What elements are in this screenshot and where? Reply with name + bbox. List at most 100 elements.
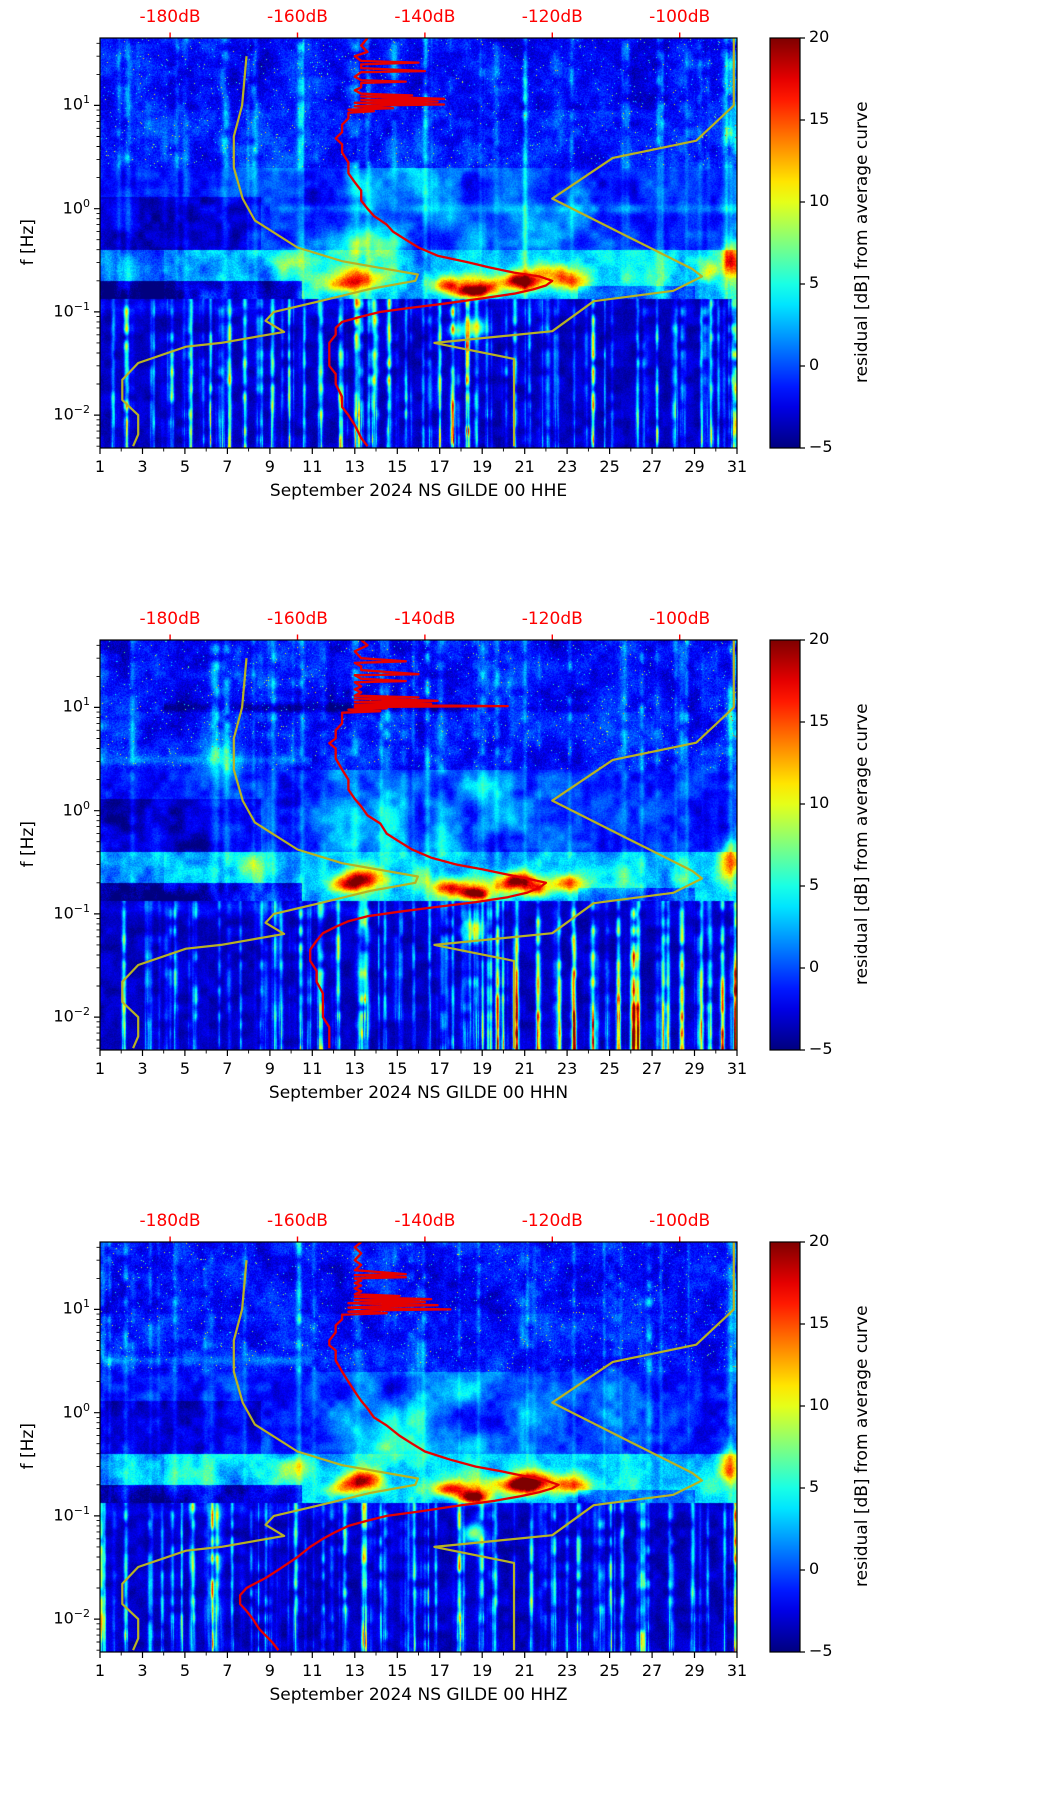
top-axis-tick-label: -160dB bbox=[266, 609, 328, 629]
x-tick-label: 25 bbox=[599, 1059, 620, 1078]
colorbar-tick-label: 5 bbox=[809, 1477, 820, 1496]
x-tick-label: 7 bbox=[222, 457, 233, 476]
y-tick-label: 101 bbox=[40, 695, 90, 717]
x-tick-label: 31 bbox=[726, 1661, 748, 1680]
top-axis-tick-label: -140dB bbox=[394, 609, 456, 629]
colorbar-tick-label: −5 bbox=[809, 437, 833, 456]
top-axis-tick-label: -140dB bbox=[394, 1211, 456, 1231]
x-tick-label: 17 bbox=[429, 1059, 450, 1078]
top-axis-tick-label: -180dB bbox=[139, 1211, 201, 1231]
y-tick-base: 10 bbox=[53, 903, 74, 923]
colorbar-tick-label: 20 bbox=[809, 27, 830, 46]
x-tick-label: 5 bbox=[179, 457, 191, 476]
x-tick-label: 9 bbox=[264, 1059, 275, 1078]
colorbar-label: residual [dB] from average curve bbox=[851, 101, 872, 383]
x-tick-label: 5 bbox=[179, 1661, 191, 1680]
colorbar-tick-label: 15 bbox=[809, 1313, 830, 1332]
y-tick-base: 10 bbox=[62, 1401, 83, 1421]
top-axis-tick-label: -100dB bbox=[649, 1211, 711, 1231]
y-tick-base: 10 bbox=[53, 1608, 74, 1628]
colorbar-tick-label: 20 bbox=[809, 629, 830, 648]
y-tick-base: 10 bbox=[62, 197, 83, 217]
y-tick-label: 10−2 bbox=[40, 1607, 90, 1629]
y-tick-exponent: −1 bbox=[73, 901, 90, 915]
top-axis-tick-label: -120dB bbox=[521, 1211, 583, 1231]
x-tick-label: 1 bbox=[94, 1661, 106, 1680]
colorbar-tick-label: 10 bbox=[809, 793, 830, 812]
y-axis-label: f [Hz] bbox=[17, 1423, 38, 1470]
y-tick-label: 10−2 bbox=[40, 403, 90, 425]
colorbar-tick-label: 20 bbox=[809, 1231, 830, 1250]
colorbar-tick-label: 10 bbox=[809, 191, 830, 210]
top-axis-tick-label: -160dB bbox=[266, 1211, 328, 1231]
top-axis-tick-label: -100dB bbox=[649, 609, 711, 629]
x-tick-label: 11 bbox=[302, 1059, 323, 1078]
x-axis-label: September 2024 NS GILDE 00 HHZ bbox=[269, 1685, 568, 1705]
colorbar-tick-label: 5 bbox=[809, 273, 820, 292]
x-axis-label: September 2024 NS GILDE 00 HHN bbox=[268, 1083, 569, 1103]
y-tick-base: 10 bbox=[53, 301, 74, 321]
x-tick-label: 15 bbox=[387, 457, 408, 476]
y-tick-label: 101 bbox=[40, 1297, 90, 1319]
y-tick-label: 100 bbox=[40, 197, 90, 219]
y-tick-exponent: 0 bbox=[83, 1400, 90, 1414]
x-tick-label: 31 bbox=[726, 1059, 748, 1078]
y-tick-label: 101 bbox=[40, 93, 90, 115]
x-tick-label: 15 bbox=[387, 1059, 408, 1078]
y-tick-base: 10 bbox=[62, 1298, 83, 1318]
x-tick-label: 25 bbox=[599, 1661, 620, 1680]
panel-hhn: 1 3 5 7 9 11 13 15 17 19 21 23 25 27 29 31 101 100 10−1 10−… bbox=[0, 602, 1052, 1204]
y-tick-base: 10 bbox=[53, 404, 74, 424]
colorbar-tick-label: −5 bbox=[809, 1641, 833, 1660]
top-axis-tick-label: -100dB bbox=[649, 7, 711, 27]
y-tick-exponent: 0 bbox=[83, 798, 90, 812]
y-tick-base: 10 bbox=[53, 1006, 74, 1026]
panel-hhe: 1 3 5 7 9 11 13 15 17 19 21 23 25 27 29 31 101 100 10−1 10−… bbox=[0, 0, 1052, 602]
top-axis-tick-label: -120dB bbox=[521, 609, 583, 629]
x-tick-label: 21 bbox=[514, 1661, 535, 1680]
top-axis-tick-label: -180dB bbox=[139, 609, 201, 629]
colorbar-gradient bbox=[770, 640, 800, 1050]
x-tick-label: 19 bbox=[472, 457, 493, 476]
x-tick-label: 13 bbox=[344, 457, 365, 476]
colorbar-tick-label: 0 bbox=[809, 1559, 820, 1578]
colorbar-tick-label: 5 bbox=[809, 875, 820, 894]
x-tick-label: 17 bbox=[429, 457, 450, 476]
x-tick-label: 23 bbox=[556, 457, 578, 476]
x-tick-label: 19 bbox=[472, 1661, 493, 1680]
x-tick-label: 31 bbox=[726, 457, 748, 476]
x-tick-label: 15 bbox=[387, 1661, 408, 1680]
x-tick-label: 25 bbox=[599, 457, 620, 476]
colorbar-tick-label: 0 bbox=[809, 355, 820, 374]
colorbar-gradient bbox=[770, 38, 800, 448]
y-tick-exponent: −2 bbox=[73, 403, 90, 417]
x-tick-label: 7 bbox=[222, 1059, 233, 1078]
y-tick-exponent: −2 bbox=[73, 1607, 90, 1621]
y-axis-label: f [Hz] bbox=[17, 821, 38, 868]
y-tick-exponent: 0 bbox=[83, 196, 90, 210]
x-tick-label: 29 bbox=[684, 1059, 705, 1078]
y-tick-base: 10 bbox=[53, 1505, 74, 1525]
x-tick-label: 23 bbox=[556, 1059, 578, 1078]
x-tick-label: 3 bbox=[137, 1661, 148, 1680]
y-tick-base: 10 bbox=[62, 696, 83, 716]
x-tick-label: 19 bbox=[472, 1059, 493, 1078]
x-tick-label: 5 bbox=[179, 1059, 191, 1078]
x-tick-label: 29 bbox=[684, 457, 705, 476]
x-tick-label: 1 bbox=[94, 1059, 106, 1078]
x-tick-label: 11 bbox=[302, 1661, 323, 1680]
spectrogram-canvas bbox=[100, 38, 737, 448]
y-tick-exponent: 1 bbox=[83, 1297, 90, 1311]
top-axis-tick-label: -180dB bbox=[139, 7, 201, 27]
colorbar-label: residual [dB] from average curve bbox=[851, 1305, 872, 1587]
colorbar-gradient bbox=[770, 1242, 800, 1652]
x-tick-label: 9 bbox=[264, 457, 275, 476]
y-axis-label: f [Hz] bbox=[17, 219, 38, 266]
y-tick-exponent: −1 bbox=[73, 1503, 90, 1517]
top-axis-tick-label: -140dB bbox=[394, 7, 456, 27]
y-tick-label: 10−1 bbox=[40, 1504, 90, 1526]
x-tick-label: 23 bbox=[556, 1661, 578, 1680]
y-tick-base: 10 bbox=[62, 799, 83, 819]
x-tick-label: 1 bbox=[94, 457, 106, 476]
x-tick-label: 9 bbox=[264, 1661, 275, 1680]
